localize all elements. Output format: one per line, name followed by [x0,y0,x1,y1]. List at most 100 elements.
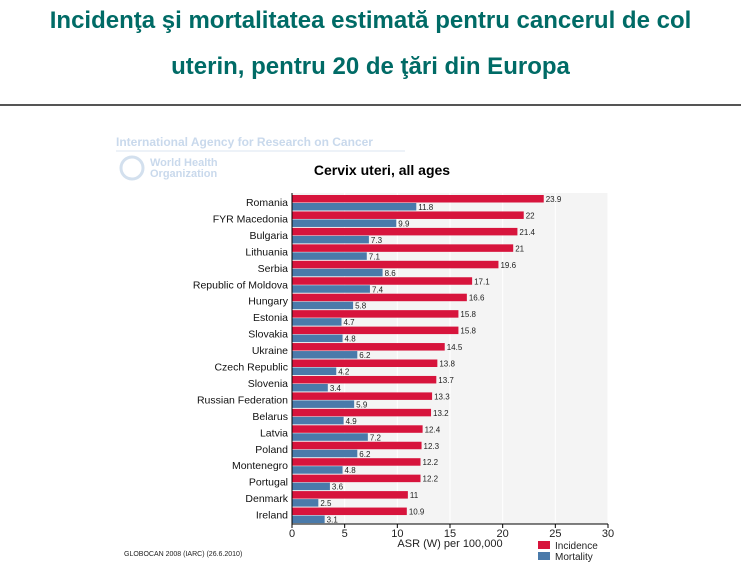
data-label: 12.4 [425,425,441,434]
bar-incidence [292,277,473,285]
category-label: Slovakia [248,329,288,341]
data-label: 3.1 [327,516,339,525]
data-label: 4.9 [346,417,358,426]
bar-mortality [292,351,358,359]
data-label: 5.8 [355,302,367,311]
watermark-who-1: World Health [150,157,218,169]
bar-mortality [292,301,354,310]
data-label: 6.2 [359,351,371,360]
data-label: 19.6 [500,261,516,270]
legend-swatch-incidence [538,541,550,549]
bar-incidence [292,326,459,335]
category-label: Belarus [252,411,288,423]
bar-incidence [292,491,408,499]
slide-title-line1: Incidenţa şi mortalitatea estimată pentr… [49,7,692,34]
category-label: Slovenia [248,378,288,390]
x-tick-label: 5 [342,528,348,540]
bar-mortality [292,268,383,277]
bar-incidence [292,425,423,433]
bar-incidence [292,474,421,483]
category-label: Estonia [253,312,288,324]
legend-label-mortality: Mortality [555,552,593,563]
category-label: Romania [246,197,288,209]
data-label: 10.9 [409,508,425,517]
data-label: 9.9 [398,219,410,228]
data-label: 13.3 [434,392,450,401]
data-label: 7.3 [371,236,383,245]
category-label: Republic of Moldova [193,279,288,291]
bar-mortality [292,285,370,293]
category-label: Montenegro [232,460,288,472]
x-tick-label: 30 [602,528,614,540]
bar-mortality [292,400,355,408]
bar-mortality [292,482,330,491]
bar-incidence [292,244,514,252]
slide-title-line2: uterin, pentru 20 de ţări din Europa [171,53,570,80]
data-label: 16.6 [469,294,485,303]
data-label: 3.6 [332,483,344,492]
data-label: 12.2 [423,475,439,484]
bar-incidence [292,359,438,367]
data-label: 3.4 [330,384,342,393]
bar-mortality [292,235,369,244]
category-label: FYR Macedonia [213,213,288,225]
category-label: Denmark [245,493,288,505]
bar-incidence [292,441,422,450]
data-label: 12.3 [424,442,440,451]
legend: Incidence Mortality [538,541,598,563]
bar-incidence [292,293,467,302]
bar-incidence [292,195,544,203]
data-label: 12.2 [423,458,439,467]
bar-mortality [292,515,325,524]
category-label: Ukraine [252,345,288,357]
data-label: 4.7 [344,318,356,327]
category-label: Ireland [256,510,288,522]
data-label: 8.6 [385,269,397,278]
data-label: 7.2 [370,433,382,442]
x-tick-label: 15 [444,528,456,540]
bar-mortality [292,252,367,260]
bar-mortality [292,433,368,441]
bar-mortality [292,416,344,425]
x-axis-label: ASR (W) per 100,000 [397,538,502,550]
who-emblem-icon [119,155,145,181]
bar-incidence [292,507,407,516]
source-note: GLOBOCAN 2008 (IARC) (26.6.2010) [124,551,242,558]
category-label: Czech Republic [214,362,288,374]
data-label: 7.4 [372,285,384,294]
data-label: 17.1 [474,277,490,286]
data-label: 13.7 [438,376,454,385]
category-label: Portugal [249,477,288,489]
bar-incidence [292,408,432,417]
category-label: Bulgaria [249,230,288,242]
watermark: International Agency for Research on Can… [116,135,405,181]
data-label: 7.1 [369,252,381,261]
data-label: 2.5 [320,499,332,508]
bar-incidence [292,375,437,384]
watermark-agency: International Agency for Research on Can… [116,135,373,149]
data-label: 11 [410,491,419,500]
watermark-who-2: Organization [150,168,218,180]
title-divider [0,104,741,106]
bar-incidence [292,392,433,400]
data-label: 13.2 [433,409,449,418]
data-label: 15.8 [460,310,476,319]
x-tick-label: 0 [289,528,295,540]
bar-mortality [292,318,342,326]
data-label: 23.9 [546,195,562,204]
category-label: Lithuania [245,246,288,258]
legend-label-incidence: Incidence [555,541,598,552]
data-label: 4.2 [338,368,350,377]
bar-mortality [292,499,319,507]
data-label: 13.8 [439,360,455,369]
chart-title: Cervix uteri, all ages [314,162,450,178]
bar-incidence [292,211,524,219]
data-label: 14.5 [447,343,463,352]
data-label: 4.8 [345,466,357,475]
bar-incidence [292,458,421,466]
bar-incidence [292,260,499,269]
category-label: Poland [255,444,288,456]
data-label: 11.8 [418,203,434,212]
legend-swatch-mortality [538,552,550,560]
